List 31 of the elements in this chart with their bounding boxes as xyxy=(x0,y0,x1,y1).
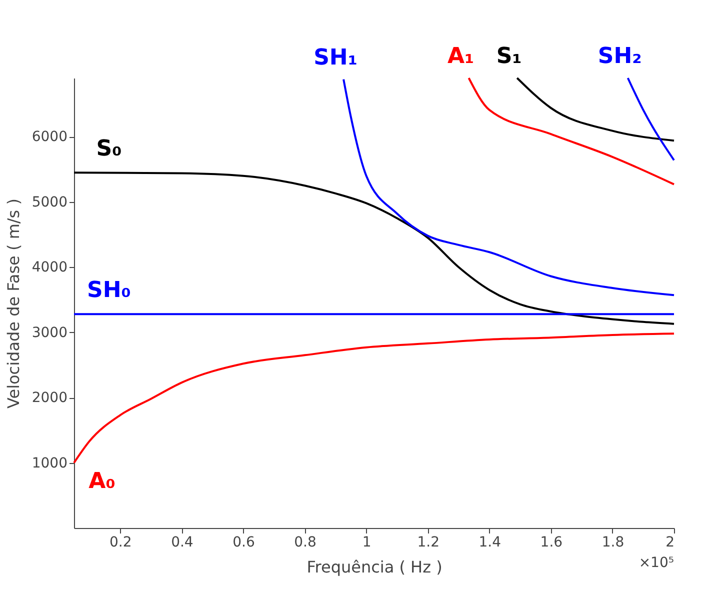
line-series xyxy=(468,77,675,186)
line-series xyxy=(73,332,675,464)
series-label: A₀ xyxy=(88,468,116,494)
line-series xyxy=(516,77,675,142)
y-tick-label: 6000 xyxy=(32,129,68,146)
series-label: S₀ xyxy=(96,136,122,162)
x-axis-title: Frequência ( Hz ) xyxy=(306,558,442,576)
x-tick-label: 0.4 xyxy=(171,534,194,550)
line-series xyxy=(73,172,675,325)
x-tick-label: 0.2 xyxy=(110,534,132,550)
series-label: S₁ xyxy=(496,44,522,69)
y-tick-label: 3000 xyxy=(32,324,68,341)
line-series xyxy=(342,78,675,296)
x-tick-label: 0.6 xyxy=(232,534,255,550)
x-tick-label: 1.2 xyxy=(417,534,440,550)
y-tick-label: 2000 xyxy=(32,390,68,406)
y-tick-label: 4000 xyxy=(32,260,68,276)
x-tick-label: 1.6 xyxy=(540,534,563,550)
series-label: A₁ xyxy=(447,44,474,69)
y-tick-label: 5000 xyxy=(32,194,68,210)
y-axis-title: Velocidade de Fase ( m/s ) xyxy=(4,198,23,408)
series-label: SH₂ xyxy=(598,44,642,69)
y-tick-label: 1000 xyxy=(32,455,68,472)
series-label: SH₀ xyxy=(87,278,131,304)
x-tick-label: 1.4 xyxy=(478,534,502,550)
series-label: SH₁ xyxy=(314,45,358,70)
x-tick-label: 2 xyxy=(666,534,674,550)
x-tick-label: 0.8 xyxy=(294,534,316,550)
x-tick-label: 1 xyxy=(362,534,372,550)
x-tick-label: 1.8 xyxy=(602,534,624,550)
text: ×10⁵ xyxy=(638,555,674,571)
